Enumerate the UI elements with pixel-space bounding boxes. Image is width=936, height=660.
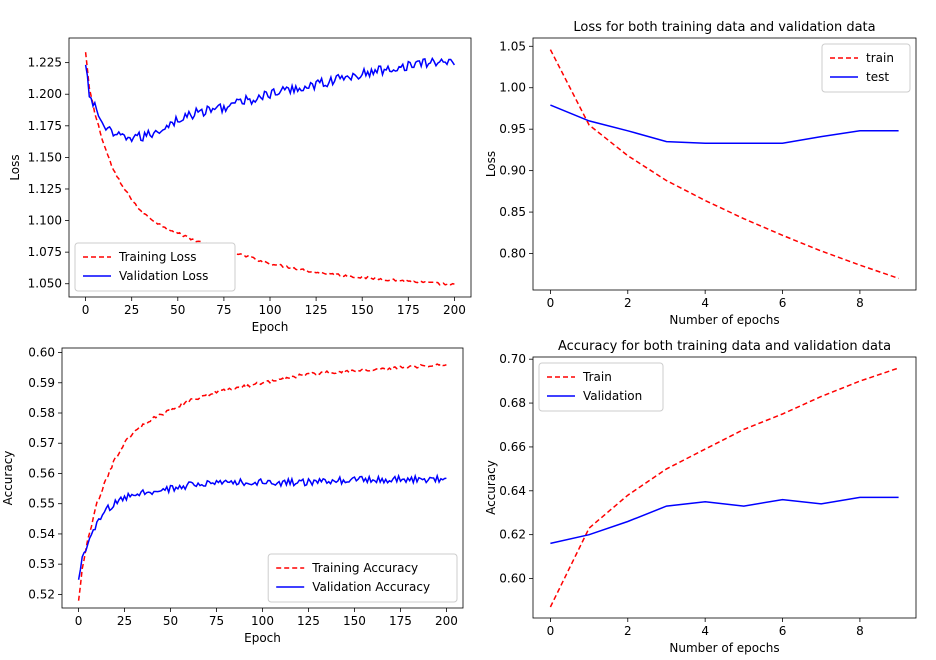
legend-entry: Training Loss [118, 250, 196, 264]
x-axis-label: Number of epochs [669, 313, 779, 327]
series-line-train [549, 367, 899, 608]
chart-4: 0 2 4 6 8 0.60 0.62 0.64 0.66 0.68 0.70 Number of e… [484, 339, 917, 655]
y-tick-label: 0.68 [499, 396, 526, 410]
legend-entry: test [866, 70, 889, 84]
legend-entry: Validation [583, 389, 642, 403]
x-tick-label: 150 [343, 614, 366, 628]
x-tick-label: 0 [75, 614, 83, 628]
x-tick-label: 25 [117, 614, 132, 628]
y-axis-label: Accuracy [1, 451, 15, 506]
x-tick-label: 50 [163, 614, 178, 628]
x-tick-label: 75 [209, 614, 224, 628]
x-tick-label: 0 [547, 296, 555, 310]
y-tick-label: 0.60 [499, 572, 526, 586]
legend-box [821, 43, 911, 93]
legend-box [538, 362, 664, 412]
x-tick-label: 125 [305, 303, 328, 317]
x-axis-label: Epoch [252, 320, 289, 334]
y-tick-label: 1.125 [28, 182, 62, 196]
chart-title: Accuracy for both training data and vali… [558, 339, 891, 354]
x-tick-label: 150 [351, 303, 374, 317]
x-tick-label: 100 [251, 614, 274, 628]
plot-frame [532, 356, 917, 619]
x-tick-label: 4 [701, 296, 709, 310]
legend-entry: Training Accuracy [311, 561, 418, 575]
legend-entry: Validation Accuracy [312, 580, 430, 594]
y-tick-label: 0.90 [499, 164, 526, 178]
y-tick-label: 0.66 [499, 440, 526, 454]
x-tick-label: 8 [856, 624, 864, 638]
chart-title: Loss for both training data and validati… [573, 20, 875, 35]
x-tick-label: 200 [435, 614, 458, 628]
x-tick-label: 200 [443, 303, 466, 317]
series-line-train [549, 49, 899, 280]
y-tick-label: 0.58 [28, 406, 55, 420]
x-tick-label: 100 [259, 303, 282, 317]
chart-1: 0 25 50 75 100 125 150 175 200 1.050 1.075 1.100 1.1… [8, 37, 472, 334]
x-axis-label: Epoch [244, 631, 281, 645]
x-tick-label: 2 [624, 624, 632, 638]
y-tick-label: 0.60 [28, 346, 55, 360]
legend-entry: train [866, 51, 894, 65]
y-tick-label: 1.225 [28, 56, 62, 70]
y-tick-label: 0.57 [28, 436, 55, 450]
x-tick-label: 50 [170, 303, 185, 317]
y-tick-label: 0.80 [499, 247, 526, 261]
legend: Training Loss Validation Loss [74, 242, 236, 292]
y-tick-label: 0.64 [499, 484, 526, 498]
legend: Train Validation [538, 362, 664, 412]
y-tick-label: 0.62 [499, 528, 526, 542]
x-tick-label: 4 [701, 624, 709, 638]
series-line-validation-loss [84, 56, 456, 143]
legend: Training Accuracy Validation Accuracy [267, 553, 458, 603]
y-axis-label: Loss [8, 154, 22, 180]
y-tick-label: 0.70 [499, 352, 526, 366]
legend-entry: Train [582, 370, 612, 384]
plot-frame [532, 37, 917, 291]
x-tick-label: 6 [779, 296, 787, 310]
y-tick-label: 1.075 [28, 245, 62, 259]
y-tick-label: 1.00 [499, 81, 526, 95]
y-tick-label: 0.56 [28, 466, 55, 480]
series-line-training-loss [84, 52, 455, 286]
x-tick-label: 0 [547, 624, 555, 638]
legend-box [74, 242, 236, 292]
x-tick-label: 6 [779, 624, 787, 638]
x-tick-label: 175 [389, 614, 412, 628]
x-tick-label: 0 [82, 303, 90, 317]
y-axis-label: Loss [484, 151, 498, 177]
x-tick-label: 8 [856, 296, 864, 310]
legend-box [267, 553, 458, 603]
chart-3: 0 25 50 75 100 125 150 175 200 0.52 0.53 0.54 0.55 0.… [1, 346, 464, 645]
y-tick-label: 1.175 [28, 119, 62, 133]
y-tick-label: 0.54 [28, 527, 55, 541]
y-tick-label: 0.95 [499, 122, 526, 136]
y-tick-label: 0.85 [499, 205, 526, 219]
y-tick-label: 1.05 [499, 39, 526, 53]
y-tick-label: 0.59 [28, 376, 55, 390]
x-tick-label: 125 [297, 614, 320, 628]
x-axis-label: Number of epochs [669, 641, 779, 655]
y-tick-label: 0.55 [28, 497, 55, 511]
y-tick-label: 0.52 [28, 587, 55, 601]
series-line-validation-accuracy [77, 473, 447, 580]
series-line-test [550, 104, 899, 145]
legend-entry: Validation Loss [119, 269, 208, 283]
x-tick-label: 2 [624, 296, 632, 310]
x-tick-label: 75 [216, 303, 231, 317]
legend: train test [821, 43, 911, 93]
y-tick-label: 1.200 [28, 87, 62, 101]
x-tick-label: 25 [124, 303, 139, 317]
y-tick-label: 0.53 [28, 557, 55, 571]
x-tick-label: 175 [397, 303, 420, 317]
series-line-validation [550, 496, 899, 545]
chart-2: 0 2 4 6 8 0.80 0.85 0.90 0.95 1.00 1.05 Number of e… [484, 20, 917, 327]
y-tick-label: 1.100 [28, 214, 62, 228]
y-axis-label: Accuracy [484, 460, 498, 515]
y-tick-label: 1.150 [28, 150, 62, 164]
series-line-training-accuracy [77, 363, 447, 601]
y-tick-label: 1.050 [28, 277, 62, 291]
